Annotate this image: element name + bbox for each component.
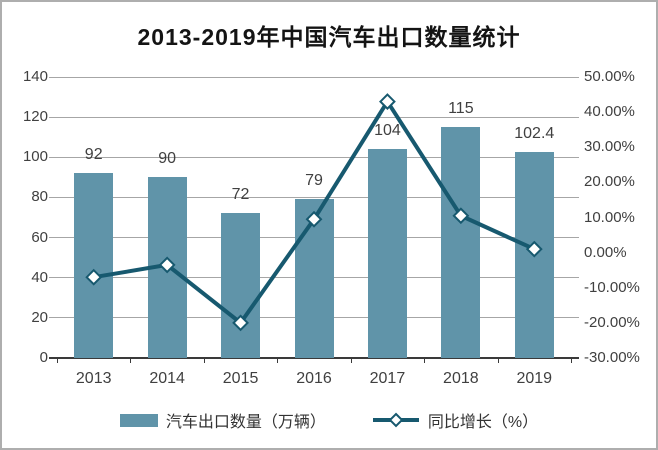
x-axis-tick bbox=[350, 358, 352, 363]
bar bbox=[514, 152, 554, 358]
legend-item-line: 同比增长（%） bbox=[372, 408, 538, 432]
legend-label-bars: 汽车出口数量（万辆） bbox=[165, 414, 326, 431]
bar-value-label: 115 bbox=[448, 100, 474, 118]
y-axis-tick-label-right: 50.00% bbox=[584, 68, 635, 85]
y-axis-tick-label-left: 0 bbox=[39, 349, 48, 366]
bar bbox=[441, 127, 481, 358]
chart-title: 2013-2019年中国汽车出口数量统计 bbox=[137, 24, 521, 50]
legend-label-line: 同比增长（%） bbox=[427, 414, 539, 431]
gridline bbox=[49, 116, 579, 118]
x-axis-tick bbox=[57, 358, 58, 363]
bar-value-label: 102.4 bbox=[514, 125, 555, 143]
bar-value-label: 72 bbox=[231, 186, 250, 204]
x-axis-label: 2017 bbox=[369, 370, 406, 387]
y-axis-tick-label-right: -30.00% bbox=[584, 349, 640, 366]
x-axis-label: 2019 bbox=[516, 370, 553, 387]
y-axis-tick-label-left: 20 bbox=[31, 308, 48, 326]
bar bbox=[294, 199, 334, 358]
x-axis-label: 2015 bbox=[222, 370, 259, 387]
bar-value-label: 90 bbox=[158, 150, 177, 168]
bar bbox=[367, 149, 407, 358]
y-axis-tick-label-right: 10.00% bbox=[584, 208, 635, 226]
bar-series-swatch bbox=[119, 413, 158, 427]
legend-item-bars: 汽车出口数量（万辆） bbox=[119, 408, 326, 432]
x-axis-label: 2018 bbox=[443, 370, 479, 387]
gridline bbox=[49, 156, 579, 158]
bar bbox=[221, 213, 261, 358]
bar bbox=[147, 177, 187, 358]
bar-value-label: 104 bbox=[374, 122, 401, 140]
y-axis-tick-label-left: 40 bbox=[31, 268, 48, 286]
x-axis-tick bbox=[571, 358, 572, 363]
x-axis-tick bbox=[497, 358, 499, 363]
y-axis-tick-label-right: -10.00% bbox=[584, 278, 640, 296]
x-axis-label: 2013 bbox=[75, 370, 112, 387]
y-axis-tick-label-left: 140 bbox=[22, 68, 48, 85]
line-series-marker-icon bbox=[372, 412, 419, 428]
gridline bbox=[49, 76, 579, 78]
x-axis-tick bbox=[130, 358, 132, 363]
y-axis-tick-label-left: 60 bbox=[31, 228, 48, 246]
x-axis-label: 2014 bbox=[149, 370, 185, 387]
x-axis-tick bbox=[203, 358, 205, 363]
x-axis-tick bbox=[424, 358, 426, 363]
y-axis-tick-label-right: -20.00% bbox=[584, 313, 640, 331]
legend: 汽车出口数量（万辆） 同比增长（%） bbox=[2, 405, 656, 435]
y-axis-tick-label-left: 80 bbox=[31, 188, 48, 206]
y-axis-tick-label-right: 40.00% bbox=[584, 103, 635, 121]
gridline bbox=[49, 196, 579, 198]
y-axis-tick-label-left: 120 bbox=[22, 108, 48, 126]
bar-value-label: 79 bbox=[305, 172, 323, 190]
y-axis-tick-label-right: 0.00% bbox=[584, 243, 627, 261]
bar-value-label: 92 bbox=[84, 146, 103, 164]
bar bbox=[74, 173, 114, 358]
y-axis-tick-label-right: 30.00% bbox=[584, 138, 635, 156]
x-axis-tick bbox=[277, 358, 279, 363]
x-axis-label: 2016 bbox=[296, 370, 332, 387]
y-axis-tick-label-right: 20.00% bbox=[584, 173, 635, 191]
x-axis-line bbox=[49, 357, 579, 359]
y-axis-tick-label-left: 100 bbox=[22, 148, 48, 166]
